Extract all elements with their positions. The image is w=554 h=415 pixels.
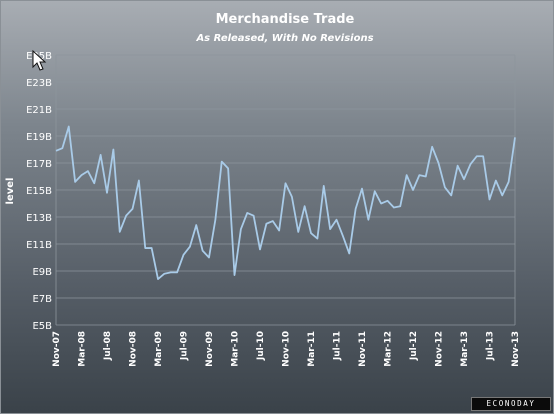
x-axis-ticks: Nov-07 Mar-08 Jul-08 Nov-08 Mar-09 Jul-09 Nov-… [52, 331, 521, 367]
x-tick-label: Nov-08 [129, 331, 139, 367]
y-tick-label: E7B [32, 294, 52, 305]
x-tick-label: Nov-11 [358, 331, 368, 367]
y-tick-label: E11B [26, 240, 52, 251]
x-tick-label: Jul-12 [409, 331, 419, 361]
x-tick-label: Jul-09 [180, 331, 190, 361]
x-tick-label: Nov-13 [511, 331, 521, 367]
chart-title: Merchandise Trade [216, 12, 355, 27]
x-tick-label: Jul-10 [256, 331, 266, 361]
series-line [55, 125, 516, 281]
y-tick-label: E13B [26, 213, 52, 224]
x-tick-label: Nov-09 [205, 331, 215, 367]
x-tick-label: Mar-09 [154, 331, 164, 367]
series-layer [55, 125, 516, 281]
mouse-cursor-icon [32, 49, 47, 71]
x-tick-label: Mar-10 [231, 331, 241, 367]
x-tick-label: Mar-13 [460, 331, 470, 367]
x-tick-label: Nov-12 [435, 331, 445, 367]
x-tick-label: Jul-13 [486, 331, 496, 361]
x-tick-label: Mar-08 [78, 331, 88, 367]
x-tick-label: Jul-11 [333, 331, 343, 361]
x-tick-label: Jul-08 [103, 331, 113, 361]
y-axis-ticks: E5BE7BE9BE11BE13BE15BE17BE19BE21BE23BE25… [26, 51, 52, 332]
y-tick-label: E19B [26, 132, 52, 143]
econoday-logo: ECONODAY [471, 397, 551, 411]
x-tick-label: Nov-07 [52, 331, 62, 367]
gridlines [55, 54, 516, 326]
y-tick-label: E23B [26, 78, 52, 89]
y-tick-label: E9B [32, 267, 52, 278]
chart-subtitle: As Released, With No Revisions [195, 33, 373, 44]
x-tick-label: Mar-12 [384, 331, 394, 367]
y-tick-label: E17B [26, 159, 52, 170]
x-tick-label: Mar-11 [307, 331, 317, 367]
y-tick-label: E15B [26, 186, 52, 197]
y-tick-label: E5B [32, 321, 52, 332]
x-tick-label: Nov-10 [282, 331, 292, 367]
y-tick-label: E21B [26, 105, 52, 116]
y-axis-label: level [5, 178, 16, 205]
